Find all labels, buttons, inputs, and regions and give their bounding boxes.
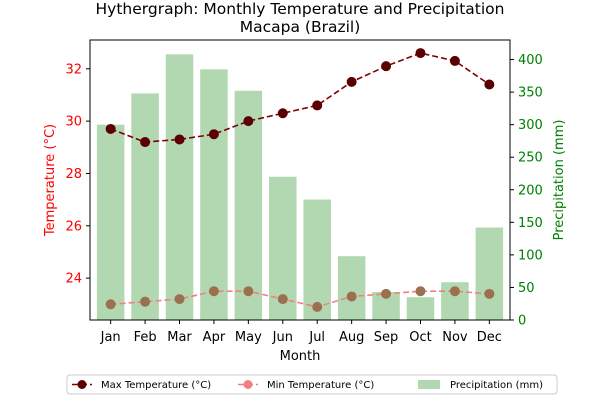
legend-min-temp-label: Min Temperature (°C) xyxy=(267,380,374,391)
right-y-tick-label: 200 xyxy=(518,183,543,198)
legend-precip-label: Precipitation (mm) xyxy=(450,380,543,391)
legend-max-temp-label: Max Temperature (°C) xyxy=(101,380,211,391)
max-temp-point-sep xyxy=(381,61,392,72)
max-temp-point-nov xyxy=(449,55,460,66)
left-y-tick-label: 24 xyxy=(65,272,82,287)
right-y-tick-label: 100 xyxy=(518,248,543,263)
left-y-axis-label: Temperature (°C) xyxy=(43,124,58,237)
min-temp-point-nov xyxy=(449,286,460,297)
max-temp-point-dec xyxy=(484,79,495,90)
x-tick-label-may: May xyxy=(235,330,262,345)
min-temp-point-aug xyxy=(346,291,357,302)
precipitation-bar-may xyxy=(234,90,263,320)
max-temp-point-jun xyxy=(277,108,288,119)
right-y-tick-label: 50 xyxy=(518,281,535,296)
max-temp-line xyxy=(110,52,490,143)
precipitation-bars xyxy=(96,54,504,321)
legend-precip-swatch xyxy=(418,380,440,389)
x-tick-label-aug: Aug xyxy=(339,330,364,345)
right-y-tick-label: 250 xyxy=(518,151,543,166)
left-y-tick-label: 26 xyxy=(65,219,82,234)
left-y-axis: 24 26 28 30 32 xyxy=(65,62,90,287)
x-tick-label-apr: Apr xyxy=(203,330,226,345)
x-tick-label-oct: Oct xyxy=(409,330,431,345)
max-temp-point-feb xyxy=(140,137,151,148)
min-temp-point-jun xyxy=(277,294,288,305)
x-tick-label-sep: Sep xyxy=(374,330,399,345)
precipitation-bar-mar xyxy=(165,54,194,320)
x-axis: Jan Feb Mar Apr May Jun Jul Aug Sep Oct Nov Dec xyxy=(100,320,502,345)
legend-max-temp-marker xyxy=(77,380,87,389)
max-temp-point-jan xyxy=(105,123,116,134)
precipitation-bar-aug xyxy=(337,256,366,320)
chart-subtitle: Macapa (Brazil) xyxy=(240,18,361,36)
x-axis-label: Month xyxy=(280,349,321,364)
chart-title: Hythergraph: Monthly Temperature and Pre… xyxy=(96,0,505,18)
x-tick-label-mar: Mar xyxy=(167,330,192,345)
right-y-tick-label: 400 xyxy=(518,53,543,68)
right-y-tick-label: 0 xyxy=(518,314,526,329)
max-temp-point-apr xyxy=(208,129,219,140)
min-temp-point-feb xyxy=(140,296,151,307)
min-temp-point-mar xyxy=(174,294,185,305)
x-tick-label-nov: Nov xyxy=(442,330,468,345)
right-y-tick-label: 300 xyxy=(518,118,543,133)
precipitation-bar-oct xyxy=(406,297,435,320)
x-tick-label-dec: Dec xyxy=(477,330,502,345)
min-temp-point-sep xyxy=(381,288,392,299)
min-temp-point-oct xyxy=(415,286,426,297)
min-temp-point-jan xyxy=(105,299,116,310)
left-y-tick-label: 30 xyxy=(65,115,82,130)
max-temp-point-may xyxy=(243,116,254,127)
min-temp-point-may xyxy=(243,286,254,297)
legend-min-temp-marker xyxy=(243,380,253,389)
right-y-tick-label: 350 xyxy=(518,86,543,101)
legend-box xyxy=(66,374,558,395)
legend: Max Temperature (°C) Min Temperature (°C)… xyxy=(66,374,558,395)
max-temp-point-jul xyxy=(312,100,323,111)
min-temp-point-jul xyxy=(312,301,323,312)
min-temp-point-dec xyxy=(484,288,495,299)
temperature-lines xyxy=(105,48,495,312)
precipitation-bar-dec xyxy=(475,227,504,320)
right-y-axis: 0 50 100 150 200 250 300 350 400 xyxy=(510,53,543,329)
right-y-axis-label: Precipitation (mm) xyxy=(552,120,567,241)
x-tick-label-jun: Jun xyxy=(272,330,293,345)
left-y-tick-label: 32 xyxy=(65,62,82,77)
min-temp-point-apr xyxy=(208,286,219,297)
min-temp-line xyxy=(110,290,490,308)
precipitation-bar-apr xyxy=(200,69,228,320)
precipitation-bar-jul xyxy=(303,199,331,320)
precipitation-bar-jan xyxy=(96,124,125,321)
right-y-tick-label: 150 xyxy=(518,216,543,231)
x-tick-label-feb: Feb xyxy=(134,330,157,345)
max-temp-point-mar xyxy=(174,134,185,145)
precipitation-bar-feb xyxy=(131,93,159,321)
x-tick-label-jan: Jan xyxy=(100,330,121,345)
max-temp-point-aug xyxy=(346,76,357,87)
max-temp-point-oct xyxy=(415,48,426,59)
x-tick-label-jul: Jul xyxy=(308,330,325,345)
left-y-tick-label: 28 xyxy=(65,167,82,182)
plot-area-frame xyxy=(89,39,511,321)
